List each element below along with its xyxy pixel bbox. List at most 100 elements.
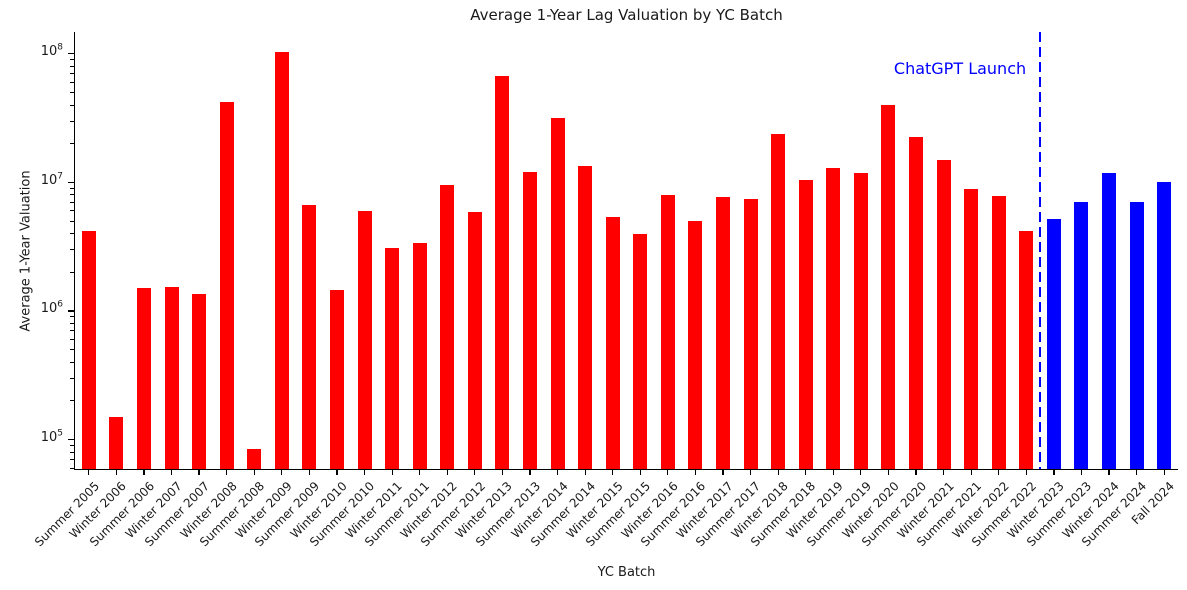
bar [467,211,482,469]
bar [1046,218,1061,469]
x-tick [998,469,1000,475]
y-minor-tick [70,187,74,189]
y-tick [67,53,74,55]
bar [109,416,124,469]
chart-title: Average 1-Year Lag Valuation by YC Batch [470,6,783,24]
bar [991,195,1006,469]
x-tick [915,469,917,475]
x-tick [363,469,366,475]
bar [192,294,207,469]
bar [936,159,951,469]
y-minor-tick [70,59,74,61]
x-tick [501,469,503,475]
x-tick [970,469,972,475]
bar [302,204,317,469]
bar [219,102,234,469]
y-tick-label: 108 [40,43,63,60]
bar [357,210,372,469]
y-minor-tick [70,210,74,212]
y-tick [67,181,74,184]
bar [964,188,979,469]
y-minor-tick [70,271,74,273]
x-tick [556,469,559,475]
y-minor-tick [70,92,74,94]
x-tick [777,469,779,475]
bar [881,105,896,469]
x-tick [694,469,697,475]
y-minor-tick [70,330,74,332]
y-tick-label: 107 [40,171,63,188]
x-tick [1080,469,1083,475]
x-tick [832,469,834,475]
y-minor-tick [70,194,74,196]
bar [605,216,620,469]
bar [412,242,427,469]
y-minor-tick [70,377,74,379]
y-minor-tick [70,233,74,235]
y-minor-tick [70,73,74,75]
bar [688,221,703,469]
x-tick [336,469,338,475]
y-axis-spine [73,32,75,471]
bar [633,234,648,469]
x-tick [943,469,945,475]
x-tick [584,469,586,475]
x-tick [419,469,421,475]
x-tick [281,469,283,475]
y-tick [67,310,74,312]
y-minor-tick [70,81,74,83]
x-tick [446,469,448,475]
y-minor-tick [70,451,74,453]
y-minor-tick [70,349,74,351]
x-tick [529,469,531,475]
x-tick [749,469,752,475]
x-tick [860,469,862,475]
y-minor-tick [70,201,74,203]
y-minor-tick [70,120,74,122]
x-tick [143,469,145,475]
y-tick-label: 105 [40,428,63,446]
bar [853,173,868,469]
bar [771,133,786,469]
x-tick [1053,469,1055,475]
bar [136,288,151,469]
bar [495,76,510,469]
x-tick [115,469,117,475]
y-minor-tick [70,458,74,460]
bar [716,197,730,469]
bar [440,184,455,469]
x-tick [391,469,393,475]
bar [81,230,96,469]
bar [385,247,400,469]
y-minor-tick [70,143,74,145]
bar [247,449,262,469]
y-tick [67,438,74,441]
y-tick-label: 106 [40,300,63,317]
bar [909,137,924,469]
bar [578,165,593,469]
x-tick [308,469,310,475]
x-tick [226,469,228,475]
x-tick [667,469,669,475]
chatgpt-launch-line [1038,32,1042,469]
x-tick [887,469,890,475]
x-axis-label: YC Batch [597,565,656,580]
bar [1019,230,1034,469]
y-minor-tick [70,220,74,222]
bar [1157,181,1172,469]
bar [660,194,675,469]
x-axis-spine [73,469,1178,471]
y-minor-tick [70,104,74,106]
bar [550,118,565,469]
bar [274,52,289,469]
x-tick [1108,469,1110,475]
bar [743,199,758,469]
y-minor-tick [70,249,74,251]
y-minor-tick [70,444,74,446]
annotation-chatgpt-launch: ChatGPT Launch [893,59,1027,78]
x-tick [612,469,614,475]
y-minor-tick [70,467,74,469]
y-minor-tick [70,361,74,363]
x-tick [1025,469,1027,475]
x-tick [1136,469,1138,475]
